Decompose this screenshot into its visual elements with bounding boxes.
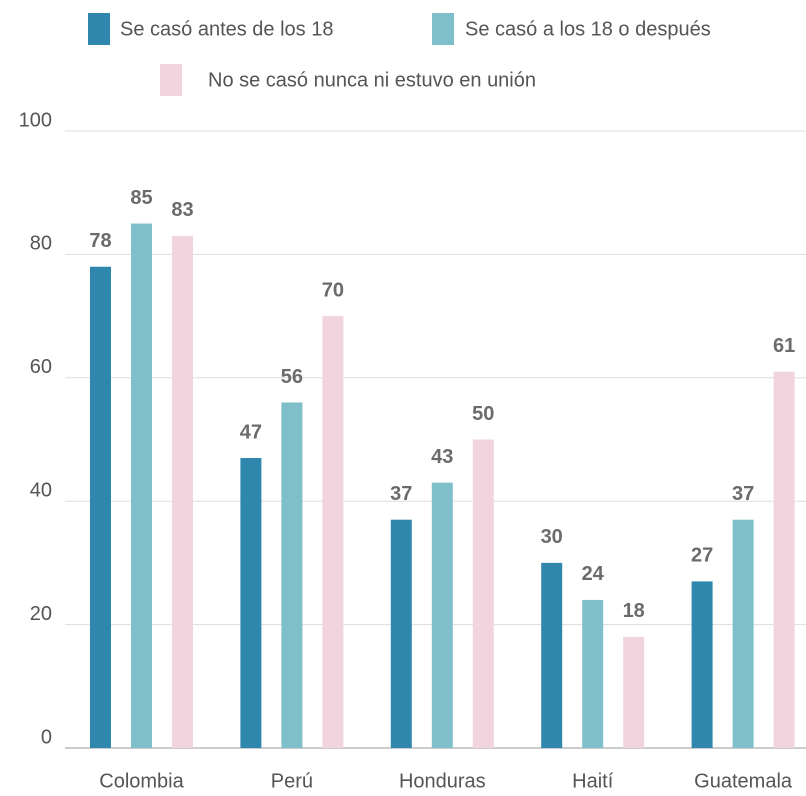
bar (541, 562, 563, 748)
legend-label: Se casó a los 18 o después (465, 18, 711, 40)
bar (773, 371, 795, 748)
value-label: 83 (171, 199, 193, 221)
value-label: 37 (390, 483, 412, 505)
y-tick-label: 80 (30, 233, 52, 255)
bar (390, 519, 412, 748)
x-tick-label: Guatemala (694, 770, 793, 792)
bar (732, 519, 754, 748)
value-label: 37 (732, 483, 754, 505)
value-label: 24 (582, 563, 605, 585)
bar (623, 636, 645, 748)
bar (90, 266, 111, 748)
y-tick-label: 60 (30, 356, 52, 378)
x-tick-label: Honduras (399, 770, 486, 792)
bar (240, 458, 262, 748)
bar (172, 235, 193, 748)
y-tick-label: 40 (30, 479, 52, 501)
bar (472, 439, 494, 748)
legend-swatch (432, 13, 454, 45)
value-label: 27 (691, 545, 713, 567)
legend-swatch (160, 64, 182, 96)
value-label: 78 (89, 230, 111, 252)
value-label: 56 (281, 366, 303, 388)
x-tick-label: Colombia (99, 770, 184, 792)
y-tick-label: 0 (41, 726, 52, 748)
bar (322, 316, 344, 748)
value-label: 50 (472, 403, 494, 425)
value-label: 18 (623, 600, 645, 622)
value-label: 61 (773, 335, 795, 357)
value-label: 70 (322, 279, 344, 301)
bar (582, 599, 604, 748)
value-label: 43 (431, 446, 453, 468)
bar (691, 581, 713, 748)
bar (431, 482, 453, 748)
y-tick-label: 20 (30, 603, 52, 625)
x-tick-label: Perú (271, 770, 313, 792)
legend-label: No se casó nunca ni estuvo en unión (208, 69, 536, 91)
value-label: 85 (130, 187, 152, 209)
value-label: 30 (541, 526, 563, 548)
legend-label: Se casó antes de los 18 (120, 18, 333, 40)
legend-swatch (88, 13, 110, 45)
value-label: 47 (240, 421, 262, 443)
y-tick-label: 100 (19, 109, 52, 131)
bar (131, 223, 152, 749)
bar (281, 402, 303, 748)
x-tick-label: Haití (572, 770, 614, 792)
